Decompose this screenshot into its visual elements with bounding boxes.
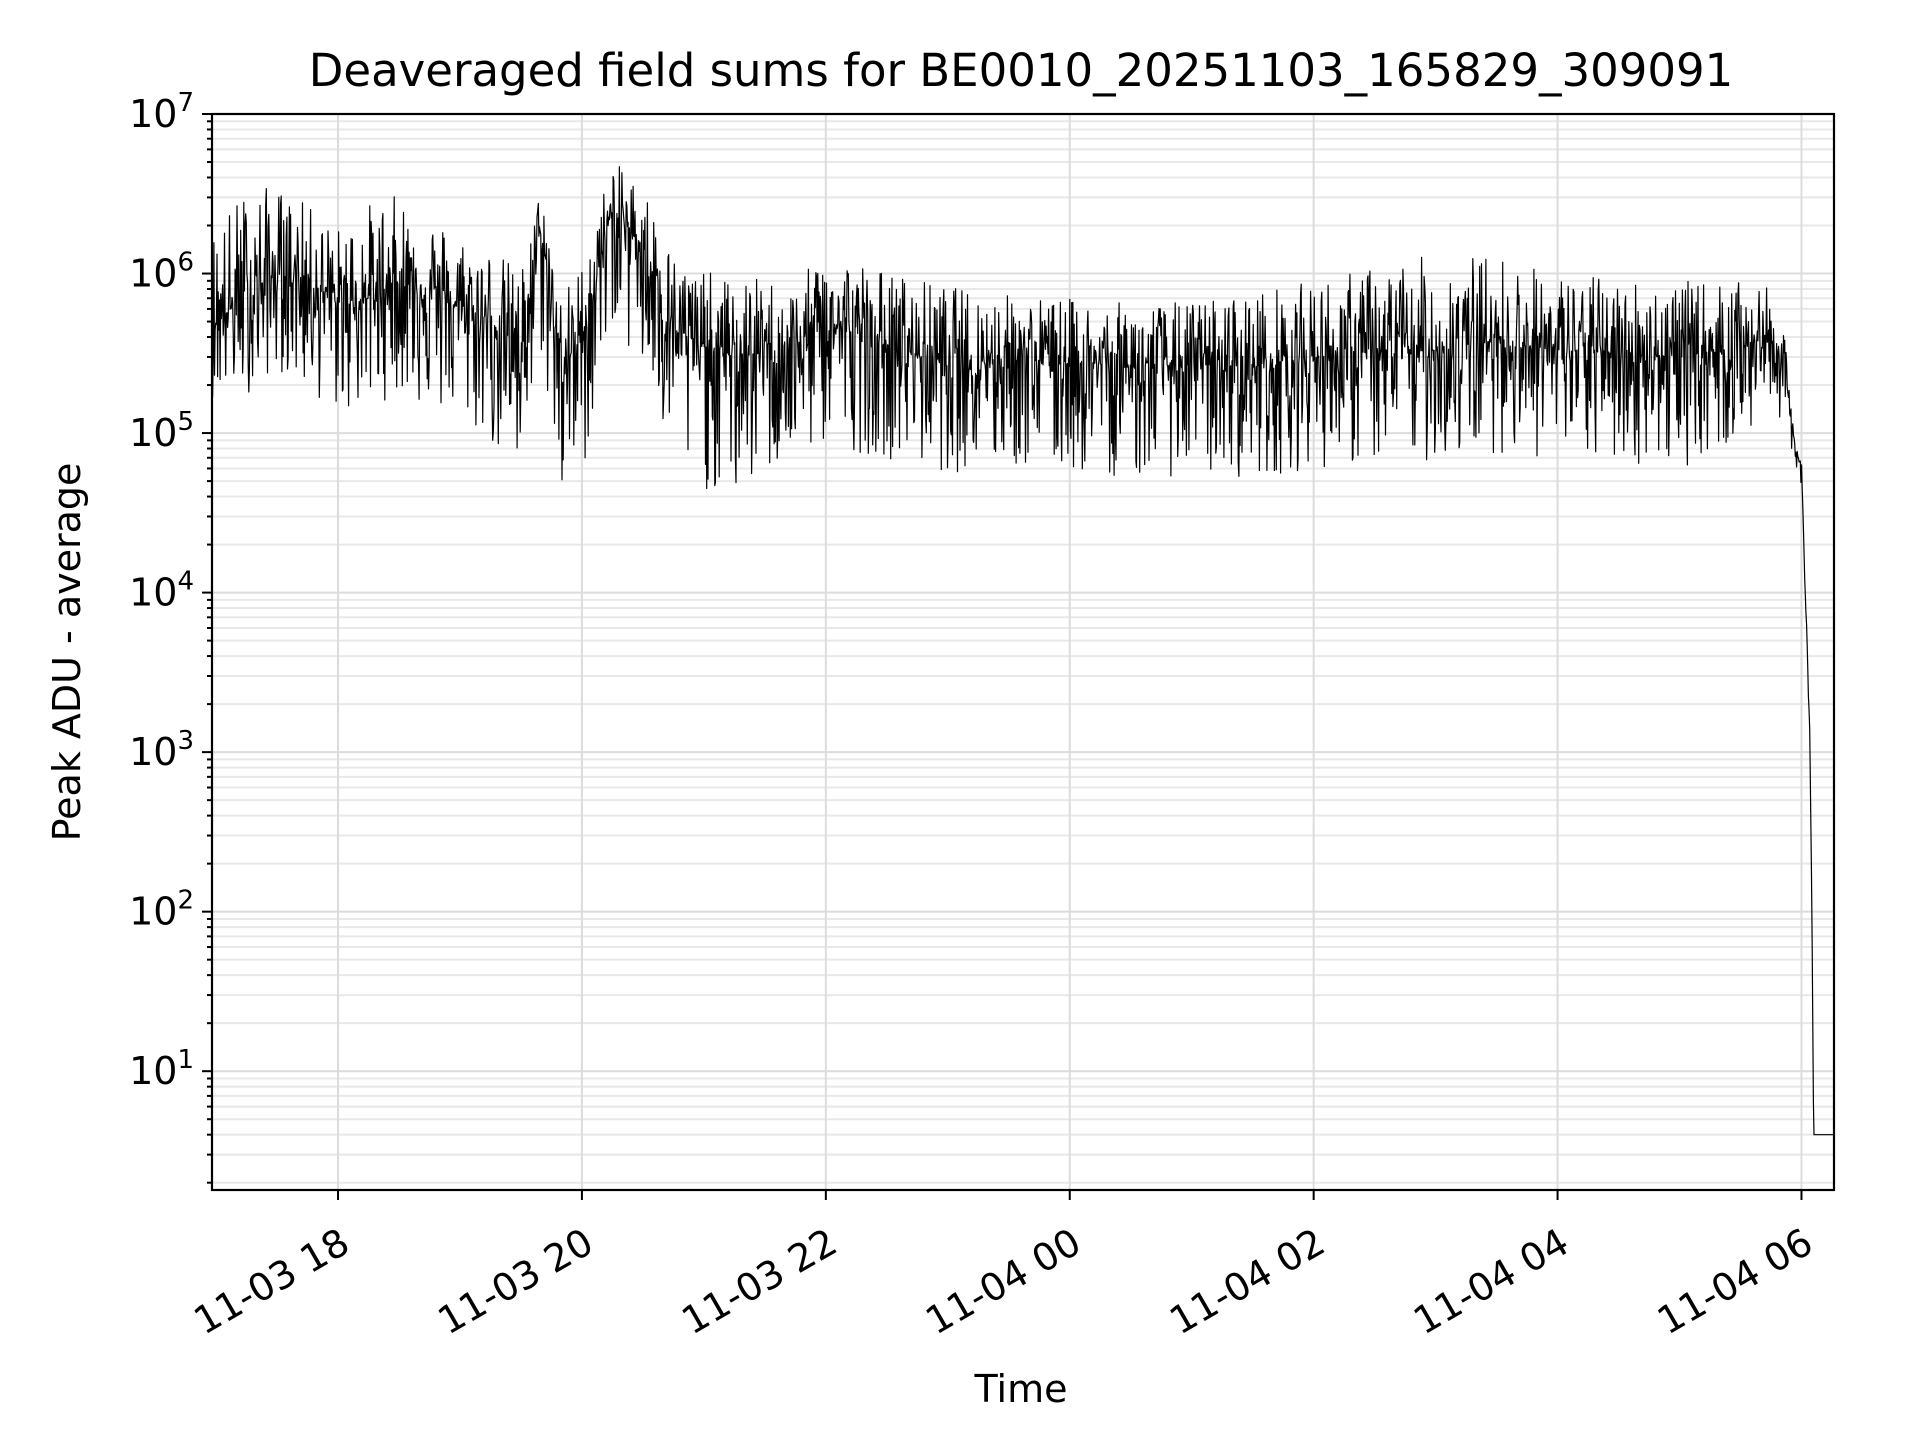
y-tick-label: 101 xyxy=(129,1045,194,1093)
y-tick-label: 106 xyxy=(129,248,194,296)
y-tick-label: 104 xyxy=(129,567,194,615)
series-line xyxy=(211,166,1834,1136)
y-tick-label: 102 xyxy=(129,886,194,934)
x-tick-label: 11-03 20 xyxy=(430,1220,600,1344)
x-tick-label: 11-03 22 xyxy=(674,1220,844,1344)
plot-frame xyxy=(210,112,1836,1192)
x-axis-label: Time xyxy=(974,1367,1068,1411)
y-tick-label: 105 xyxy=(129,407,194,455)
x-tick-label: 11-04 00 xyxy=(918,1220,1088,1344)
x-tick-label: 11-04 02 xyxy=(1162,1220,1332,1344)
y-tick-label: 103 xyxy=(129,726,194,774)
y-tick-label: 107 xyxy=(129,88,194,136)
x-axis: 11-03 18 11-03 20 11-03 22 11-04 00 11-04 02… xyxy=(187,1190,1820,1343)
minor-grid xyxy=(212,120,1834,1184)
y-axis: 101 102 103 104 105 106 107 xyxy=(129,88,212,1184)
x-tick-label: 11-04 04 xyxy=(1406,1220,1576,1344)
chart-title: Deaveraged field sums for BE0010_2025110… xyxy=(309,44,1734,97)
x-tick-label: 11-03 18 xyxy=(187,1220,357,1344)
x-tick-label: 11-04 06 xyxy=(1650,1220,1820,1344)
major-grid xyxy=(212,113,1834,1190)
y-axis-label: Peak ADU - average xyxy=(45,463,89,842)
